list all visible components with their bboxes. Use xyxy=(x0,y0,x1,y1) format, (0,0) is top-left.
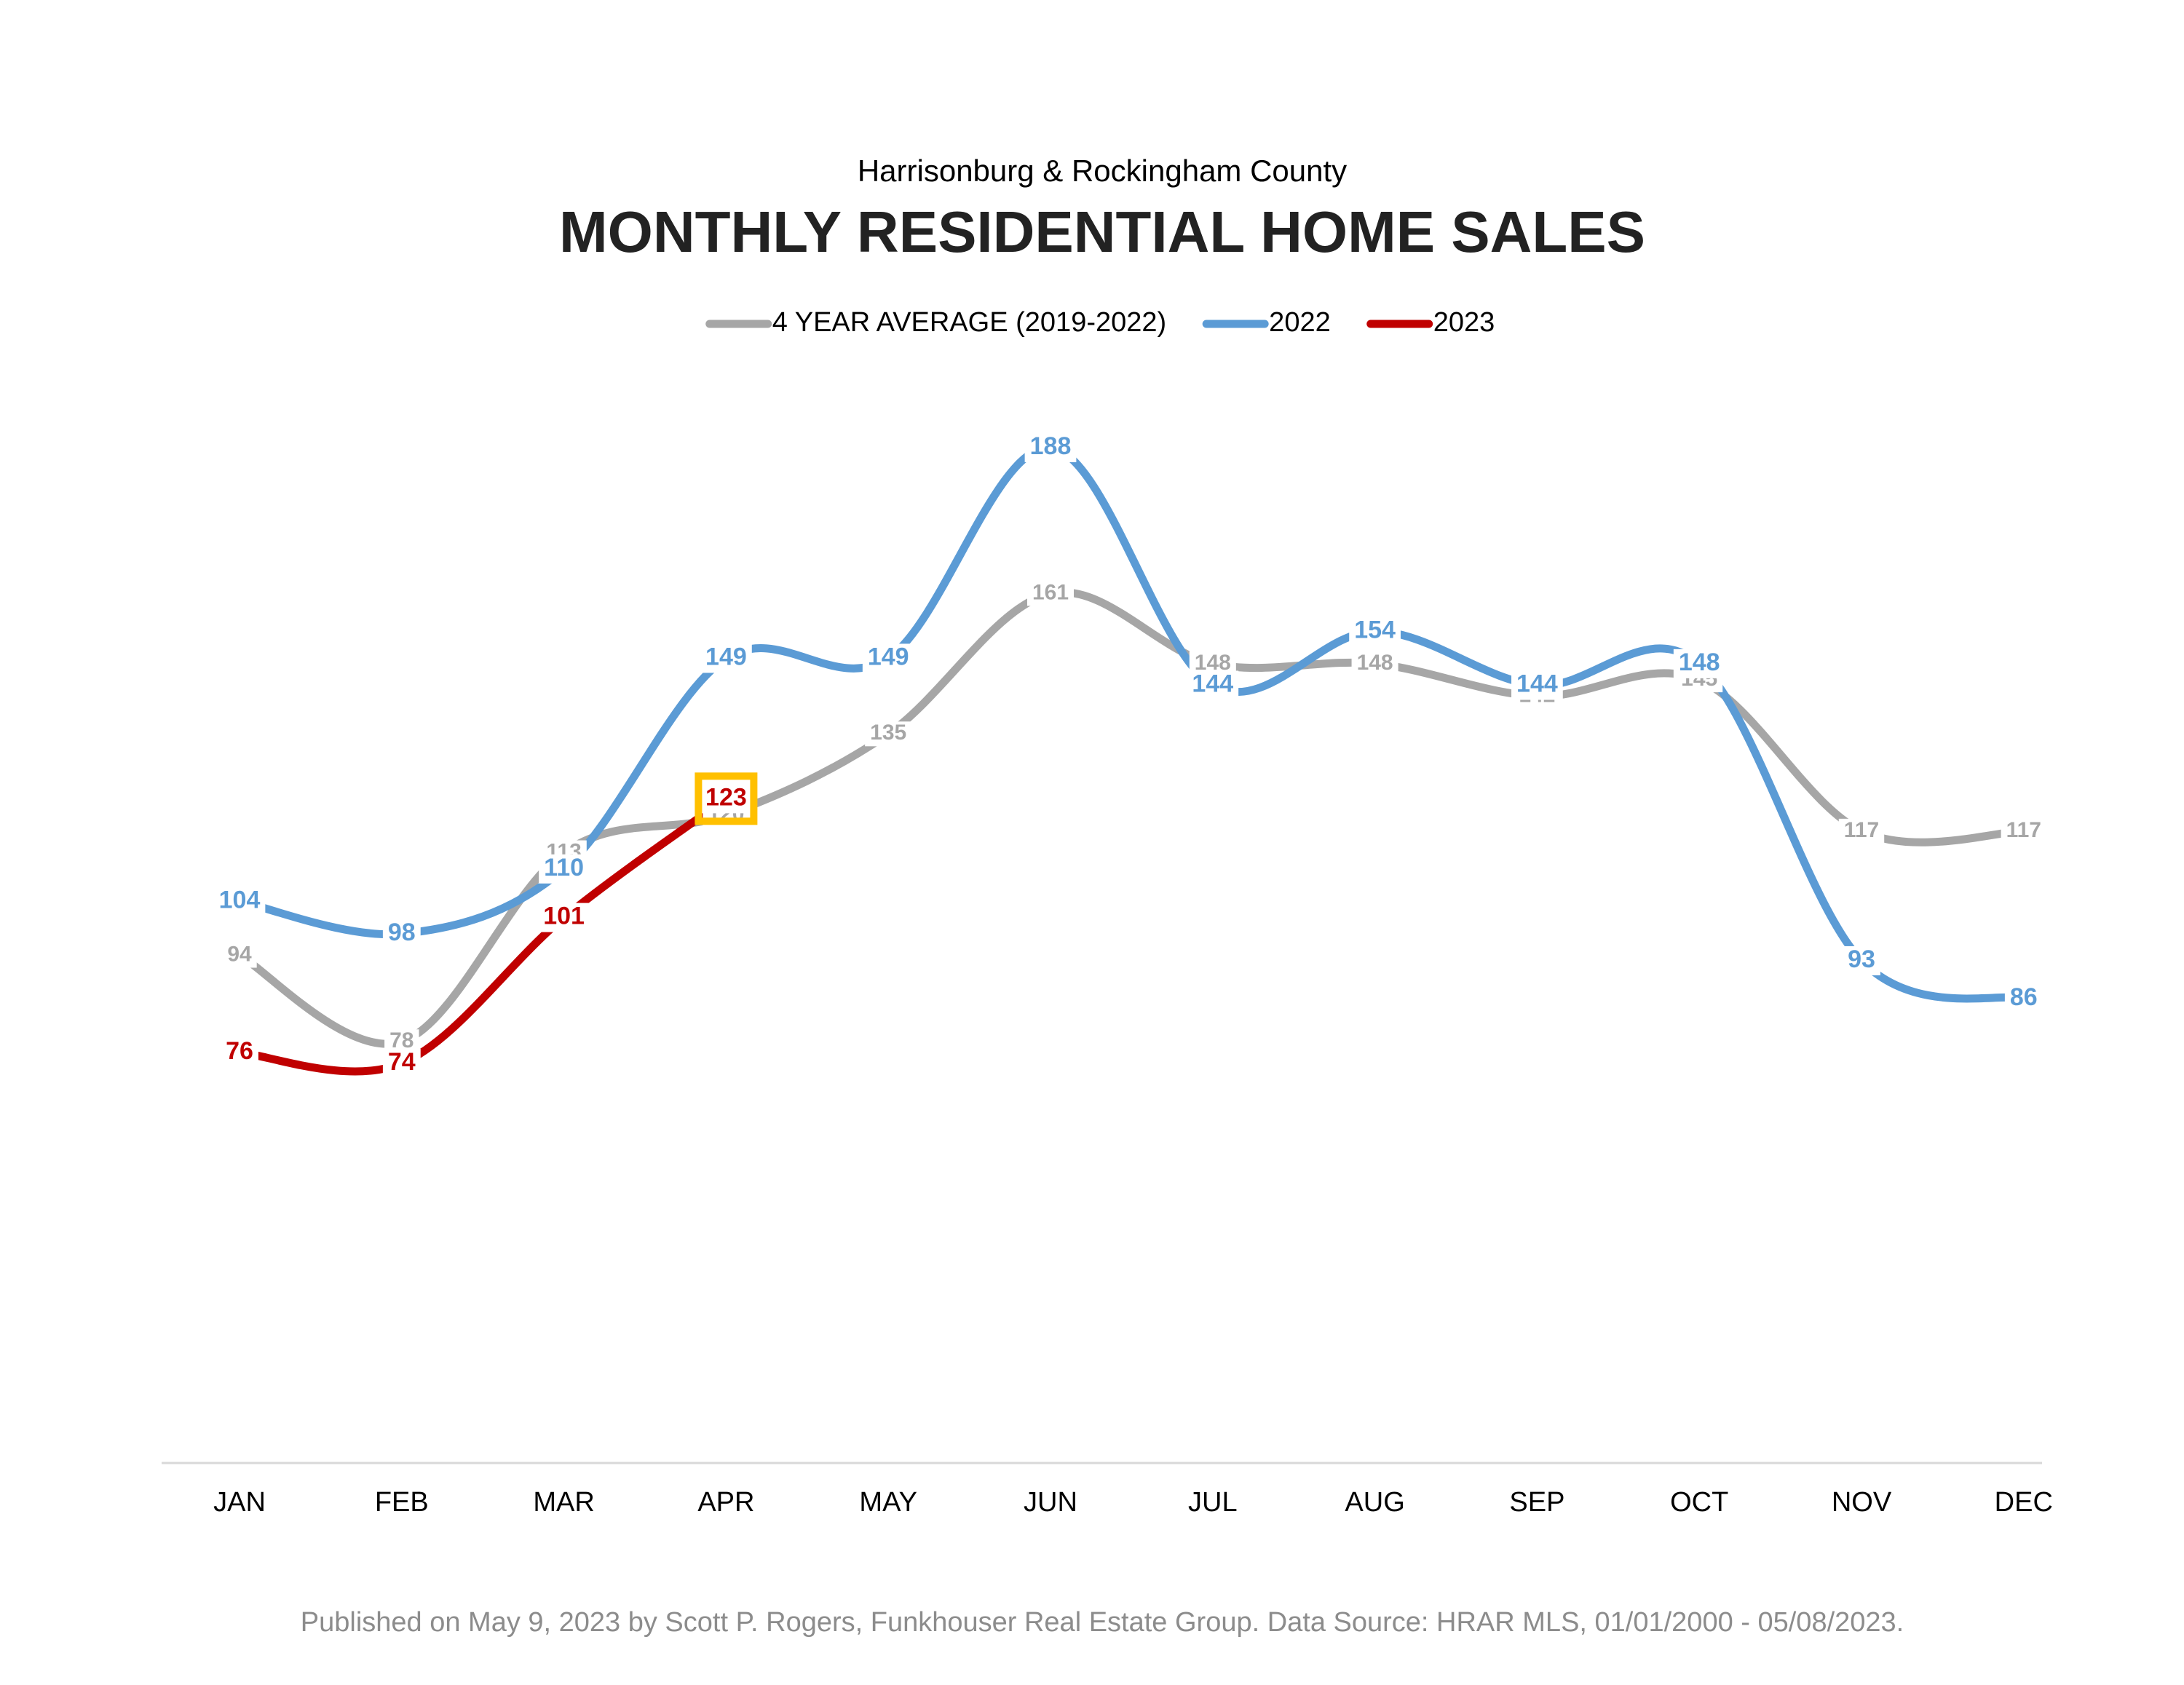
data-label-group: 117 xyxy=(2001,818,2047,844)
highlight-box xyxy=(695,772,758,825)
data-label-group: 117 xyxy=(1838,818,1885,844)
data-label: 161 xyxy=(1032,580,1069,604)
data-label: 78 xyxy=(389,1028,414,1052)
legend-label: 2022 xyxy=(1269,307,1331,338)
data-label-group: 148 xyxy=(1351,651,1398,676)
label-background xyxy=(1673,649,1725,678)
data-label: 104 xyxy=(219,886,261,913)
data-label: 144 xyxy=(1516,670,1558,698)
data-label-group: 144 xyxy=(1511,670,1563,700)
label-background xyxy=(862,643,914,673)
data-label: 74 xyxy=(388,1048,416,1076)
chart-subtitle: Harrisonburg & Rockingham County xyxy=(858,154,1347,188)
data-label-group: 123 xyxy=(700,783,752,814)
data-label: 123 xyxy=(705,783,747,811)
data-label-group: 149 xyxy=(700,643,752,673)
label-background xyxy=(2001,818,2047,844)
data-label: 117 xyxy=(2006,818,2041,842)
data-label: 149 xyxy=(868,643,909,670)
label-background xyxy=(213,887,266,916)
data-label-group: 101 xyxy=(538,903,590,932)
data-label-group: 86 xyxy=(2004,983,2043,1013)
data-label: 76 xyxy=(226,1037,253,1065)
data-label: 144 xyxy=(1192,670,1233,698)
data-label: 93 xyxy=(1848,945,1875,973)
label-background xyxy=(222,943,257,968)
series-line xyxy=(235,794,730,1076)
data-label: 148 xyxy=(1195,651,1231,675)
legend: 4 YEAR AVERAGE (2019-2022) 2022 2023 xyxy=(705,307,1495,338)
x-tick-label: JUN xyxy=(1024,1487,1077,1518)
x-tick-label: JAN xyxy=(213,1487,266,1518)
label-background xyxy=(538,903,590,932)
label-background xyxy=(221,1038,258,1068)
label-background xyxy=(382,1048,421,1078)
x-tick-label: AUG xyxy=(1345,1487,1404,1518)
data-label: 117 xyxy=(1844,818,1879,842)
data-label-group: 149 xyxy=(862,643,914,673)
data-label-group: 148 xyxy=(1673,649,1725,678)
footer: Published on May 9, 2023 by Scott P. Rog… xyxy=(301,1607,1904,1638)
data-label-group: 98 xyxy=(382,919,421,948)
data-label-group: 74 xyxy=(382,1048,421,1078)
data-label: 148 xyxy=(1357,651,1393,675)
legend-label: 2023 xyxy=(1433,307,1495,338)
x-tick-label: NOV xyxy=(1832,1487,1892,1518)
label-background xyxy=(1843,945,1880,975)
data-label-group: 188 xyxy=(1024,432,1077,463)
data-label: 101 xyxy=(543,903,585,930)
label-background xyxy=(1838,818,1885,844)
data-label: 154 xyxy=(1354,616,1396,643)
data-label: 86 xyxy=(2010,983,2038,1011)
label-background xyxy=(865,721,912,747)
label-background xyxy=(1511,670,1563,700)
x-tick-label: JUL xyxy=(1188,1487,1238,1518)
x-tick-label: DEC xyxy=(1995,1487,2053,1518)
label-background xyxy=(2004,983,2043,1013)
x-tick-label: MAR xyxy=(533,1487,594,1518)
x-tick-label: SEP xyxy=(1509,1487,1564,1518)
label-background xyxy=(1349,616,1401,646)
x-tick-label: APR xyxy=(697,1487,754,1518)
x-tick-label: FEB xyxy=(375,1487,429,1518)
data-label-group: 76 xyxy=(221,1037,258,1068)
data-label: 135 xyxy=(870,721,906,745)
data-label: 94 xyxy=(227,942,252,966)
data-label: 149 xyxy=(705,643,747,670)
label-background xyxy=(382,919,421,948)
x-tick-label: OCT xyxy=(1670,1487,1728,1518)
x-tick-label: MAY xyxy=(859,1487,917,1518)
legend-label: 4 YEAR AVERAGE (2019-2022) xyxy=(772,307,1166,338)
label-background xyxy=(700,643,752,673)
data-label-group: 93 xyxy=(1843,945,1880,975)
data-label: 98 xyxy=(388,919,416,946)
data-label-group: 135 xyxy=(865,721,912,747)
data-label-group: 144 xyxy=(1187,670,1239,700)
label-background xyxy=(700,784,752,814)
label-background xyxy=(1024,433,1077,463)
data-label: 188 xyxy=(1030,432,1072,460)
data-label: 148 xyxy=(1679,649,1720,676)
data-label-group: 161 xyxy=(1026,580,1075,606)
data-label-group: 154 xyxy=(1349,616,1401,646)
data-label: 110 xyxy=(544,854,584,881)
label-background xyxy=(1026,581,1075,606)
label-background xyxy=(1351,651,1398,676)
label-background xyxy=(1187,670,1239,700)
data-label-group: 110 xyxy=(539,854,590,884)
data-label-group: 94 xyxy=(222,942,257,968)
data-label-group: 104 xyxy=(213,886,266,916)
label-background xyxy=(539,854,590,884)
chart-title: MONTHLY RESIDENTIAL HOME SALES xyxy=(559,199,1645,264)
